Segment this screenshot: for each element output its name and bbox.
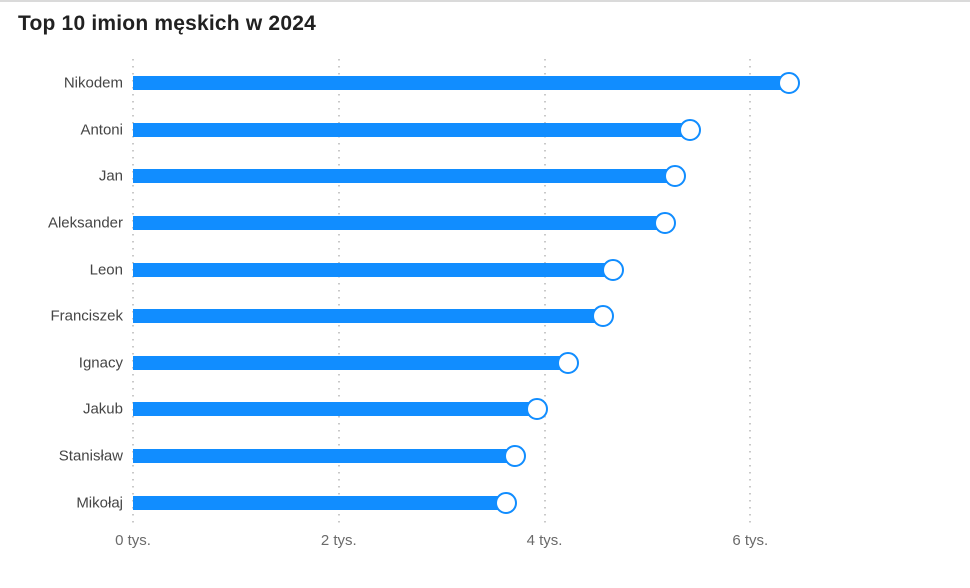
x-axis-tick-label: 0 tys. bbox=[115, 532, 151, 549]
chart-row: Antoni bbox=[0, 107, 970, 154]
plot-gridlines bbox=[132, 59, 956, 527]
x-axis: 0 tys. 2 tys. 4 tys. 6 tys. bbox=[115, 532, 956, 554]
row-track bbox=[133, 200, 956, 247]
category-label: Leon bbox=[89, 261, 123, 279]
value-bar[interactable] bbox=[133, 262, 614, 277]
gridline bbox=[543, 59, 546, 527]
chart-row: Ignacy bbox=[0, 340, 970, 387]
lollipop-dot[interactable] bbox=[678, 118, 701, 141]
lollipop-dot[interactable] bbox=[503, 445, 526, 468]
lollipop-dot[interactable] bbox=[557, 351, 580, 374]
value-bar[interactable] bbox=[133, 76, 790, 91]
row-track bbox=[133, 246, 956, 293]
lollipop-dot[interactable] bbox=[495, 491, 518, 514]
category-label: Franciszek bbox=[50, 307, 123, 325]
category-label: Jan bbox=[98, 167, 123, 185]
lollipop-dot[interactable] bbox=[526, 398, 549, 421]
chart-row: Stanisław bbox=[0, 433, 970, 480]
row-track bbox=[133, 386, 956, 433]
chart-row: Mikołaj bbox=[0, 479, 970, 526]
value-bar[interactable] bbox=[133, 355, 569, 370]
lollipop-dot[interactable] bbox=[664, 165, 687, 188]
chart-row: Jan bbox=[0, 153, 970, 200]
gridline bbox=[132, 59, 134, 527]
x-axis-tick-label: 4 tys. bbox=[526, 532, 563, 549]
category-label: Nikodem bbox=[63, 74, 123, 92]
row-track bbox=[133, 60, 956, 107]
value-bar[interactable] bbox=[133, 495, 507, 510]
chart-title: Top 10 imion męskich w 2024 bbox=[18, 12, 316, 35]
x-axis-tick-label: 6 tys. bbox=[732, 532, 769, 549]
category-label: Antoni bbox=[80, 121, 123, 139]
chart-rows: Nikodem Antoni Jan Aleksander Leon Franciszek… bbox=[0, 60, 970, 526]
x-axis-tick-label: 2 tys. bbox=[320, 532, 357, 549]
lollipop-dot[interactable] bbox=[653, 212, 676, 235]
category-label: Ignacy bbox=[78, 354, 123, 372]
chart-row: Leon bbox=[0, 246, 970, 293]
lollipop-dot[interactable] bbox=[592, 305, 615, 328]
value-bar[interactable] bbox=[133, 449, 515, 464]
row-track bbox=[133, 293, 956, 340]
chart-row: Aleksander bbox=[0, 200, 970, 247]
value-bar[interactable] bbox=[133, 122, 690, 137]
lollipop-dot[interactable] bbox=[778, 72, 801, 95]
value-bar[interactable] bbox=[133, 216, 665, 231]
category-label: Aleksander bbox=[47, 214, 123, 232]
gridline bbox=[749, 59, 752, 527]
category-label: Jakub bbox=[82, 400, 123, 418]
lollipop-dot[interactable] bbox=[602, 258, 625, 281]
chart-row: Franciszek bbox=[0, 293, 970, 340]
row-track bbox=[133, 153, 956, 200]
value-bar[interactable] bbox=[133, 402, 538, 417]
row-track bbox=[133, 433, 956, 480]
category-label: Stanisław bbox=[58, 447, 123, 465]
row-track bbox=[133, 340, 956, 387]
value-bar[interactable] bbox=[133, 169, 676, 184]
row-track bbox=[133, 479, 956, 526]
gridline bbox=[337, 59, 340, 527]
value-bar[interactable] bbox=[133, 309, 604, 324]
category-label: Mikołaj bbox=[76, 494, 123, 512]
chart-row: Jakub bbox=[0, 386, 970, 433]
row-track bbox=[133, 107, 956, 154]
chart-row: Nikodem bbox=[0, 60, 970, 107]
